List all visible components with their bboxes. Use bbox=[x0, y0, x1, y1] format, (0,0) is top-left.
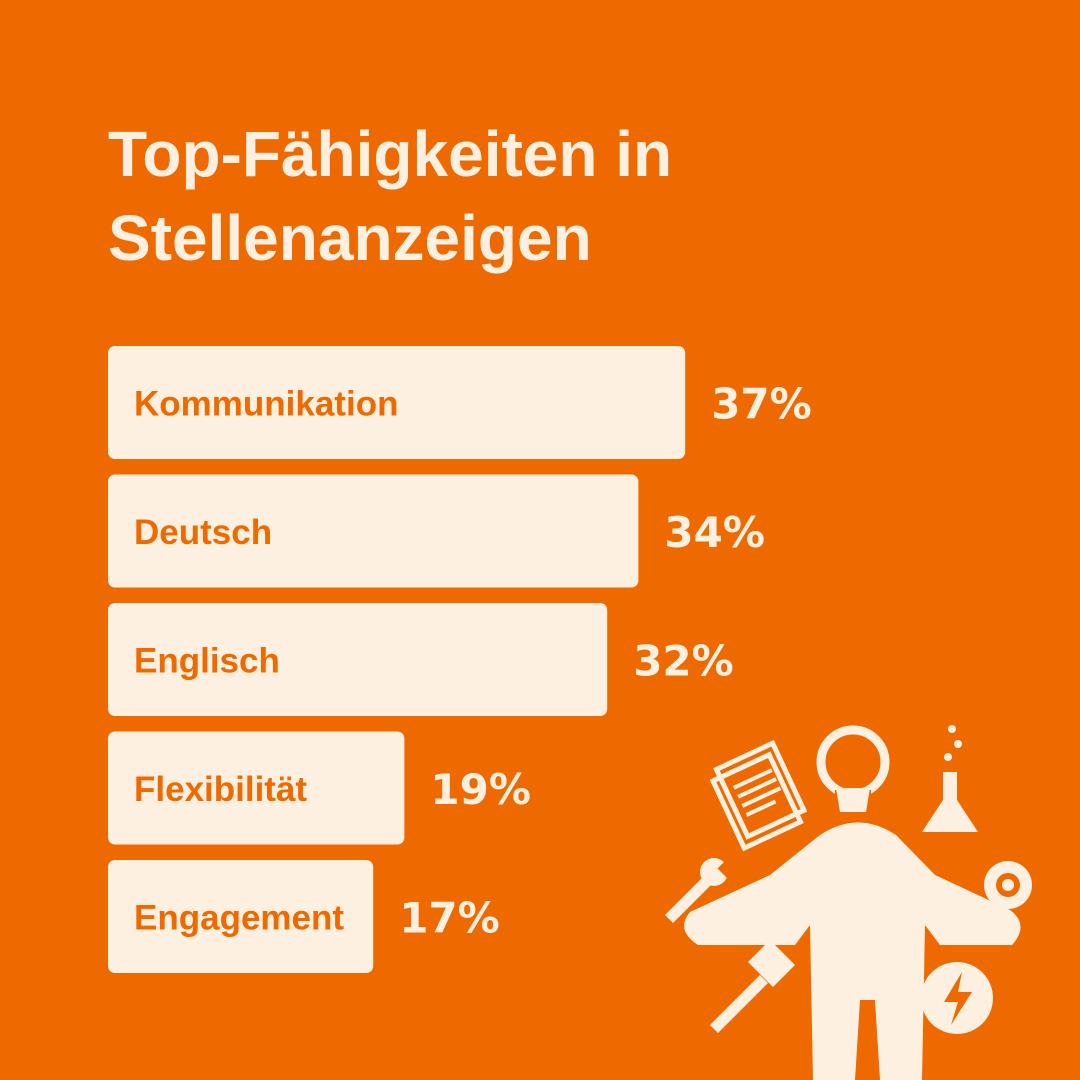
value-label-flexibilit-t: 19% bbox=[430, 765, 531, 814]
bar-flexibilit-t bbox=[108, 731, 405, 845]
bar-kommunikation bbox=[108, 346, 686, 459]
gear-icon bbox=[984, 861, 1032, 909]
value-label-kommunikation: 37% bbox=[711, 380, 812, 429]
bar-label-flexibilit-t: Flexibilität bbox=[134, 770, 307, 809]
hammer-icon bbox=[710, 940, 795, 1033]
value-label-engagement: 17% bbox=[399, 894, 500, 943]
chart-title-line-1: Top-Fähigkeiten in bbox=[108, 118, 673, 190]
person-icon bbox=[684, 822, 1021, 1080]
bar-label-kommunikation: Kommunikation bbox=[134, 385, 398, 424]
bar-englisch bbox=[108, 603, 608, 716]
bar-label-englisch: Englisch bbox=[134, 642, 280, 681]
wrench-icon bbox=[665, 858, 735, 923]
chart-title-line-2: Stellenanzeigen bbox=[108, 202, 592, 274]
value-label-englisch: 32% bbox=[633, 637, 734, 686]
skills-illustration bbox=[665, 725, 1032, 1080]
value-label-deutsch: 34% bbox=[664, 508, 765, 557]
bar-engagement bbox=[108, 860, 374, 973]
lightbulb-icon bbox=[816, 725, 890, 812]
lightning-icon bbox=[921, 962, 993, 1034]
document-icon bbox=[709, 739, 808, 852]
bar-label-engagement: Engagement bbox=[134, 899, 344, 938]
chart-title: Top-Fähigkeiten in Stellenanzeigen bbox=[108, 112, 928, 280]
flask-icon bbox=[922, 725, 978, 832]
bar-label-deutsch: Deutsch bbox=[134, 513, 272, 552]
bar-deutsch bbox=[108, 474, 639, 588]
